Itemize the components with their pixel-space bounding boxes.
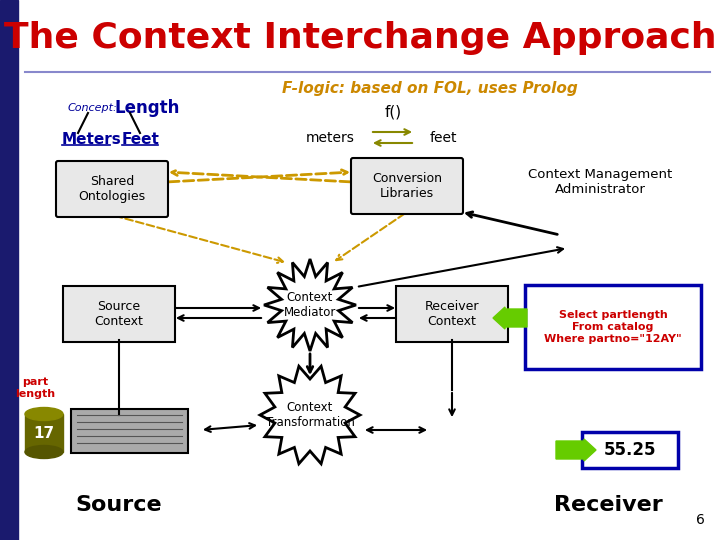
Text: Context
Mediator: Context Mediator xyxy=(284,291,336,319)
Text: Meters: Meters xyxy=(62,132,122,147)
Text: feet: feet xyxy=(430,131,457,145)
Text: Receiver
Context: Receiver Context xyxy=(425,300,480,328)
Text: Shared
Ontologies: Shared Ontologies xyxy=(78,175,145,203)
Ellipse shape xyxy=(25,408,63,421)
FancyBboxPatch shape xyxy=(56,161,168,217)
Text: meters: meters xyxy=(306,131,355,145)
FancyBboxPatch shape xyxy=(525,285,701,369)
FancyBboxPatch shape xyxy=(71,409,188,453)
Text: 6: 6 xyxy=(696,513,704,527)
Text: 55.25: 55.25 xyxy=(604,441,656,459)
Text: Length: Length xyxy=(115,99,181,117)
Ellipse shape xyxy=(25,446,63,458)
Text: Concept:: Concept: xyxy=(68,103,118,113)
Text: Receiver: Receiver xyxy=(554,495,662,515)
FancyArrow shape xyxy=(556,439,596,461)
Text: Context
Transformation: Context Transformation xyxy=(266,401,354,429)
Text: part
length: part length xyxy=(15,377,55,399)
Text: 17: 17 xyxy=(33,427,55,442)
Text: f(): f() xyxy=(384,105,402,119)
FancyBboxPatch shape xyxy=(396,286,508,342)
Text: Source
Context: Source Context xyxy=(94,300,143,328)
Bar xyxy=(25,414,63,452)
Bar xyxy=(0,0,18,540)
FancyBboxPatch shape xyxy=(582,432,678,468)
Text: The Context Interchange Approach: The Context Interchange Approach xyxy=(4,21,716,55)
Polygon shape xyxy=(260,366,360,464)
Text: F-logic: based on FOL, uses Prolog: F-logic: based on FOL, uses Prolog xyxy=(282,80,578,96)
Polygon shape xyxy=(264,259,356,351)
FancyArrow shape xyxy=(493,307,527,329)
Text: Source: Source xyxy=(76,495,162,515)
Text: Feet: Feet xyxy=(122,132,160,147)
Text: Context Management
Administrator: Context Management Administrator xyxy=(528,168,672,196)
Text: Conversion
Libraries: Conversion Libraries xyxy=(372,172,442,200)
FancyBboxPatch shape xyxy=(63,286,175,342)
Text: Select partlength
From catalog
Where partno="12AY": Select partlength From catalog Where par… xyxy=(544,310,682,343)
FancyBboxPatch shape xyxy=(351,158,463,214)
